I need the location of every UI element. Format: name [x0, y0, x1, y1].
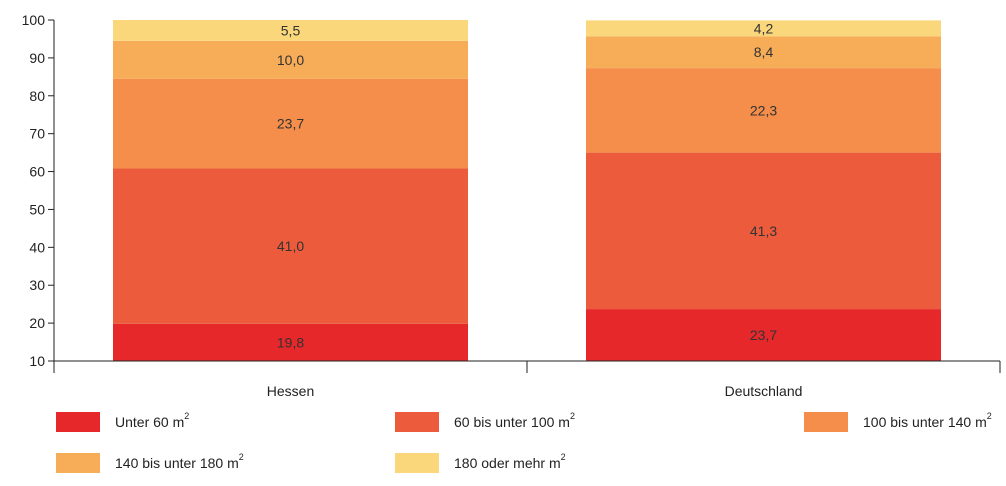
data-label-1-4: 10,0 — [277, 52, 304, 68]
legend-item: 60 bis unter 100 m2 — [395, 411, 575, 432]
y-tick-label: 100 — [22, 12, 46, 28]
bar-segment-2-3 — [586, 68, 941, 153]
legend-label-superscript: 2 — [987, 411, 992, 421]
legend-item: 140 bis unter 180 m2 — [56, 452, 244, 473]
legend-swatch — [56, 453, 100, 473]
y-tick-label: 40 — [29, 239, 45, 255]
bar-segment-1-1 — [113, 323, 468, 361]
data-label-1-3: 23,7 — [277, 116, 304, 132]
y-tick-label: 70 — [29, 126, 45, 142]
y-tick-label: 50 — [29, 201, 45, 217]
bar-segment-2-5 — [586, 20, 941, 37]
data-label-2-3: 22,3 — [750, 102, 777, 118]
legend-swatch — [395, 453, 439, 473]
legend-item: Unter 60 m2 — [56, 411, 189, 432]
legend: Unter 60 m2 60 bis unter 100 m2 100 bis un… — [56, 411, 992, 473]
legend-label-superscript: 2 — [561, 452, 566, 462]
y-tick-label: 90 — [29, 50, 45, 66]
data-label-1-5: 5,5 — [281, 22, 301, 38]
bar-segment-2-4 — [586, 36, 941, 69]
data-label-1-1: 19,8 — [277, 334, 304, 350]
data-label-2-1: 23,7 — [750, 327, 777, 343]
y-tick-label: 20 — [29, 315, 45, 331]
legend-item: 180 oder mehr m2 — [395, 452, 566, 473]
legend-swatch — [804, 412, 848, 432]
data-label-2-2: 41,3 — [750, 223, 777, 239]
legend-swatch — [56, 412, 100, 432]
bar-segment-1-2 — [113, 168, 468, 324]
legend-label-superscript: 2 — [239, 452, 244, 462]
y-tick-label: 60 — [29, 164, 45, 180]
bar-segment-1-3 — [113, 78, 468, 169]
y-tick-label: 30 — [29, 277, 45, 293]
legend-label: 180 oder mehr m2 — [454, 452, 566, 471]
legend-label: Unter 60 m2 — [115, 411, 189, 430]
y-tick-label: 10 — [29, 353, 45, 369]
legend-label: 60 bis unter 100 m2 — [454, 411, 575, 430]
bars-layer: 19,8 41,0 23,7 10,0 5,5 23,7 41,3 22,3 8,4 4,2 — [113, 20, 941, 361]
bar-segment-2-1 — [586, 309, 941, 361]
category-label: Hessen — [267, 383, 314, 399]
legend-label: 140 bis unter 180 m2 — [115, 452, 244, 471]
data-label-2-5: 4,2 — [754, 20, 774, 36]
bar-segment-1-4 — [113, 40, 468, 79]
category-label: Deutschland — [725, 383, 803, 399]
axes: 10 20 30 40 50 60 70 80 90 100 Hessen Deutschland — [22, 12, 1001, 399]
legend-item: 100 bis unter 140 m2 — [804, 411, 992, 432]
legend-label-text: 60 bis unter 100 m — [454, 414, 570, 430]
legend-label-text: 180 oder mehr m — [454, 455, 561, 471]
legend-swatch — [395, 412, 439, 432]
legend-label-superscript: 2 — [184, 411, 189, 421]
data-label-1-2: 41,0 — [277, 238, 304, 254]
legend-label: 100 bis unter 140 m2 — [863, 411, 992, 430]
bar-segment-2-2 — [586, 152, 941, 310]
legend-label-superscript: 2 — [570, 411, 575, 421]
legend-label-text: Unter 60 m — [115, 414, 184, 430]
data-label-2-4: 8,4 — [754, 44, 774, 60]
legend-label-text: 140 bis unter 180 m — [115, 455, 239, 471]
legend-label-text: 100 bis unter 140 m — [863, 414, 987, 430]
y-tick-label: 80 — [29, 88, 45, 104]
bar-segment-1-5 — [113, 20, 468, 41]
